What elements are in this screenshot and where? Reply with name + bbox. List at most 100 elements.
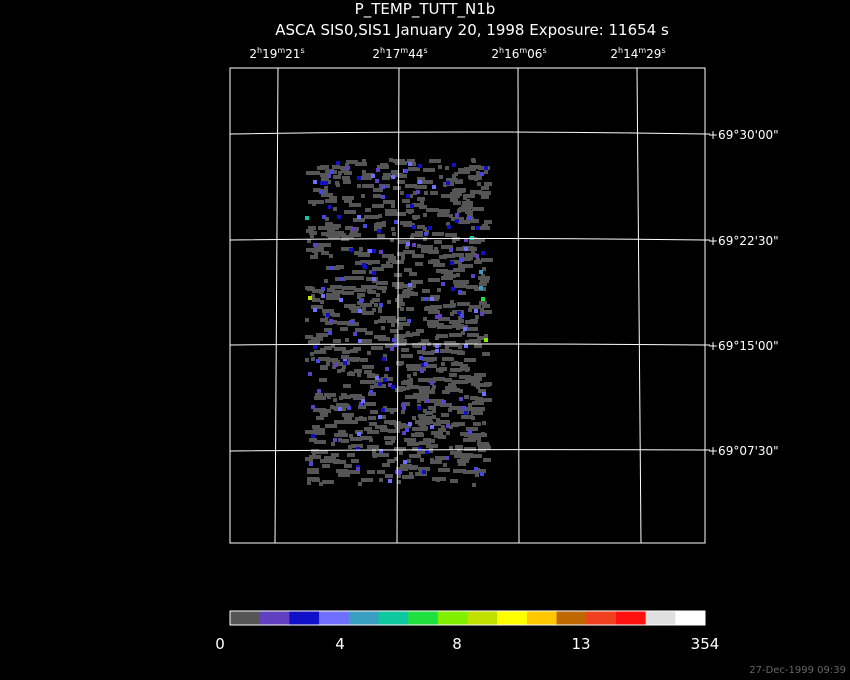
pixel (391, 385, 395, 389)
pixel (355, 328, 367, 332)
pixel (322, 215, 326, 219)
pixel (376, 293, 380, 297)
pixel (349, 233, 357, 237)
pixel (359, 299, 363, 303)
pixel (308, 171, 320, 175)
pixel (390, 410, 394, 414)
pixel (407, 367, 419, 371)
pixel (346, 361, 350, 365)
pixel (338, 473, 350, 477)
pixel (460, 258, 464, 262)
pixel (329, 319, 333, 323)
pixel (458, 345, 462, 349)
pixel (380, 316, 388, 320)
pixel (351, 459, 359, 463)
pixel (385, 367, 389, 371)
pixel (354, 369, 362, 373)
pixel (353, 332, 357, 336)
pixel (416, 393, 420, 397)
pixel (428, 226, 432, 230)
pixel (458, 208, 470, 212)
pixel (313, 248, 321, 252)
pixel (336, 161, 340, 165)
pixel (449, 333, 461, 337)
pixel (361, 478, 373, 482)
pixel (481, 279, 489, 283)
pixel (321, 232, 329, 236)
pixel (335, 277, 339, 281)
pixel (377, 286, 385, 290)
pixel (406, 364, 414, 368)
colorbar-swatch (467, 611, 498, 625)
pixel (310, 234, 314, 238)
pixel (466, 285, 478, 289)
pixel (422, 289, 430, 293)
pixel (353, 218, 365, 222)
pixel (437, 288, 441, 292)
pixel (457, 311, 461, 315)
pixel (358, 405, 366, 409)
pixel (394, 447, 406, 451)
pixel (372, 277, 376, 281)
pixel (428, 250, 436, 254)
pixel (305, 358, 309, 362)
pixel (362, 173, 374, 177)
pixel (409, 466, 417, 470)
pixel (327, 395, 331, 399)
pixel (465, 247, 477, 251)
pixel (312, 298, 320, 302)
pixel (471, 226, 475, 230)
pixel (443, 304, 455, 308)
pixel (418, 447, 422, 451)
pixel (325, 222, 333, 226)
dec-label: +69°07'30" (708, 444, 779, 458)
pixel (420, 458, 424, 462)
pixel (417, 177, 425, 181)
pixel (356, 467, 360, 471)
pixel (381, 195, 385, 199)
pixel (308, 340, 320, 344)
pixel (391, 227, 395, 231)
pixel (380, 428, 388, 432)
pixel (424, 307, 436, 311)
pixel (367, 208, 371, 212)
pixel (412, 447, 420, 451)
pixel (377, 234, 385, 238)
pixel (429, 449, 433, 453)
pixel (475, 397, 483, 401)
pixel (372, 271, 376, 275)
pixel (391, 439, 395, 443)
pixel (433, 377, 441, 381)
pixel (407, 385, 419, 389)
pixel (451, 287, 455, 291)
pixel (320, 366, 328, 370)
pixel (448, 388, 460, 392)
pixel (401, 381, 413, 385)
ra-label-part: 17 (385, 47, 400, 61)
pixel (443, 463, 447, 467)
pixel (406, 242, 410, 246)
pixel (424, 297, 428, 301)
pixel (422, 346, 426, 350)
pixel (449, 320, 461, 324)
pixel (457, 459, 469, 463)
pixel (398, 322, 410, 326)
pixel (357, 293, 365, 297)
pixel (480, 279, 484, 283)
pixel (477, 407, 485, 411)
pixel (310, 352, 314, 356)
pixel (471, 416, 475, 420)
pixel (398, 317, 406, 321)
title: P_TEMP_TUTT_N1b (355, 0, 496, 19)
pixel (405, 184, 417, 188)
pixel (361, 285, 365, 289)
pixel (450, 479, 458, 483)
pixel (466, 199, 470, 203)
pixel (370, 300, 374, 304)
ra-grid-line (636, 67, 642, 544)
ra-label: 2h16m06s (491, 46, 546, 61)
pixel (344, 210, 356, 214)
pixel (406, 386, 410, 390)
pixel (379, 250, 383, 254)
